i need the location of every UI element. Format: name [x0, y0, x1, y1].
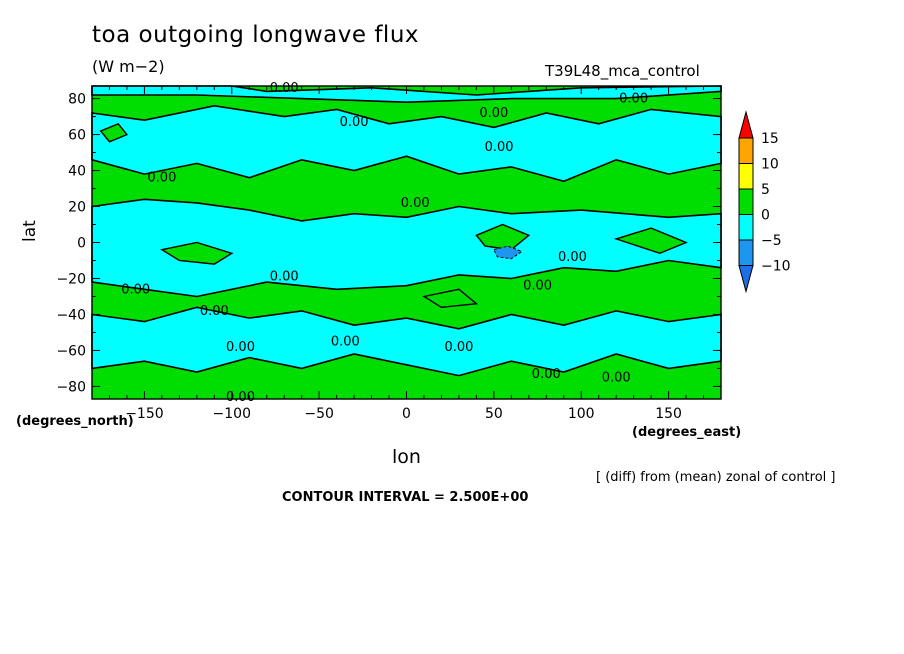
y-axis: 80 60 40 20 0 −20 −40 −60 −80 — [56, 92, 721, 395]
contour-label: 0.00 — [619, 92, 648, 107]
contour-label: 0.00 — [226, 340, 255, 355]
contour-labels: 0.00 0.00 0.00 0.00 0.00 0.00 0.00 0.00 0.00 0.00… — [121, 81, 648, 405]
y-tick-label: 40 — [68, 164, 86, 180]
x-tick-label: 150 — [655, 406, 682, 422]
colorbar-segment — [738, 239, 754, 266]
x-axis-label: lon — [392, 446, 421, 468]
negative-region — [91, 104, 722, 183]
positive-region — [422, 288, 479, 309]
colorbar-segment — [738, 214, 754, 241]
positive-region — [99, 122, 129, 143]
strong-negative-region — [493, 245, 523, 260]
x-axis: −150 −100 −50 0 50 100 150 — [108, 86, 705, 422]
y-axis-units: (degrees_north) — [16, 414, 134, 429]
chart-units: (W m−2) — [92, 57, 165, 76]
positive-region — [613, 227, 688, 255]
colorbar-segment — [738, 163, 754, 190]
contour-label: 0.00 — [444, 340, 473, 355]
colorbar-label: 15 — [761, 131, 779, 147]
x-tick-label: 0 — [402, 406, 411, 422]
y-tick-label: −60 — [56, 343, 86, 359]
colorbar-segment — [738, 137, 754, 164]
colorbar: 15 10 5 0 −5 −10 — [738, 110, 791, 294]
x-tick-label: 50 — [485, 406, 503, 422]
positive-region — [160, 241, 234, 265]
y-tick-label: 0 — [77, 236, 86, 252]
colorbar-label: −10 — [761, 259, 791, 275]
contour-label: 0.00 — [121, 282, 150, 297]
contour-label: 0.00 — [532, 367, 561, 382]
contour-label: 0.00 — [523, 279, 552, 294]
colorbar-label: −5 — [761, 233, 782, 249]
y-tick-label: −80 — [56, 379, 86, 395]
colorbar-segment — [738, 188, 754, 215]
contour-label: 0.00 — [270, 270, 299, 285]
contour-interval: CONTOUR INTERVAL = 2.500E+00 — [282, 490, 529, 505]
x-tick-label: 100 — [568, 406, 595, 422]
contour-label: 0.00 — [401, 196, 430, 211]
y-tick-label: 80 — [68, 92, 86, 108]
contour-label: 0.00 — [485, 140, 514, 155]
chart-title: toa outgoing longwave flux — [92, 22, 420, 48]
strong-negative-regions — [493, 245, 523, 260]
colorbar-label: 5 — [761, 182, 770, 198]
positive-region — [475, 223, 531, 251]
contour-label: 0.00 — [147, 171, 176, 186]
y-tick-label: −40 — [56, 307, 86, 323]
difference-note: [ (diff) from (mean) zonal of control ] — [596, 470, 836, 485]
contour-label: 0.00 — [226, 390, 255, 405]
colorbar-label: 10 — [761, 157, 779, 173]
x-tick-label: −100 — [213, 406, 251, 422]
x-tick-label: −50 — [304, 406, 334, 422]
contour-label: 0.00 — [602, 370, 631, 385]
contour-label: 0.00 — [200, 304, 229, 319]
colorbar-top-arrow — [738, 110, 754, 139]
contour-label: 0.00 — [558, 250, 587, 265]
colorbar-label: 0 — [761, 208, 770, 224]
y-tick-label: 60 — [68, 128, 86, 144]
contour-label: 0.00 — [479, 106, 508, 121]
y-tick-label: 20 — [68, 200, 86, 216]
y-axis-label: lat — [20, 220, 40, 242]
x-tick-label: −150 — [125, 406, 163, 422]
contour-label: 0.00 — [331, 334, 360, 349]
y-tick-label: −20 — [56, 271, 86, 287]
colorbar-bottom-arrow — [738, 265, 754, 294]
contour-label: 0.00 — [340, 115, 369, 130]
negative-regions — [91, 85, 722, 377]
x-axis-units: (degrees_east) — [632, 425, 742, 440]
run-name: T39L48_mca_control — [545, 62, 700, 80]
positive-regions — [99, 122, 688, 309]
